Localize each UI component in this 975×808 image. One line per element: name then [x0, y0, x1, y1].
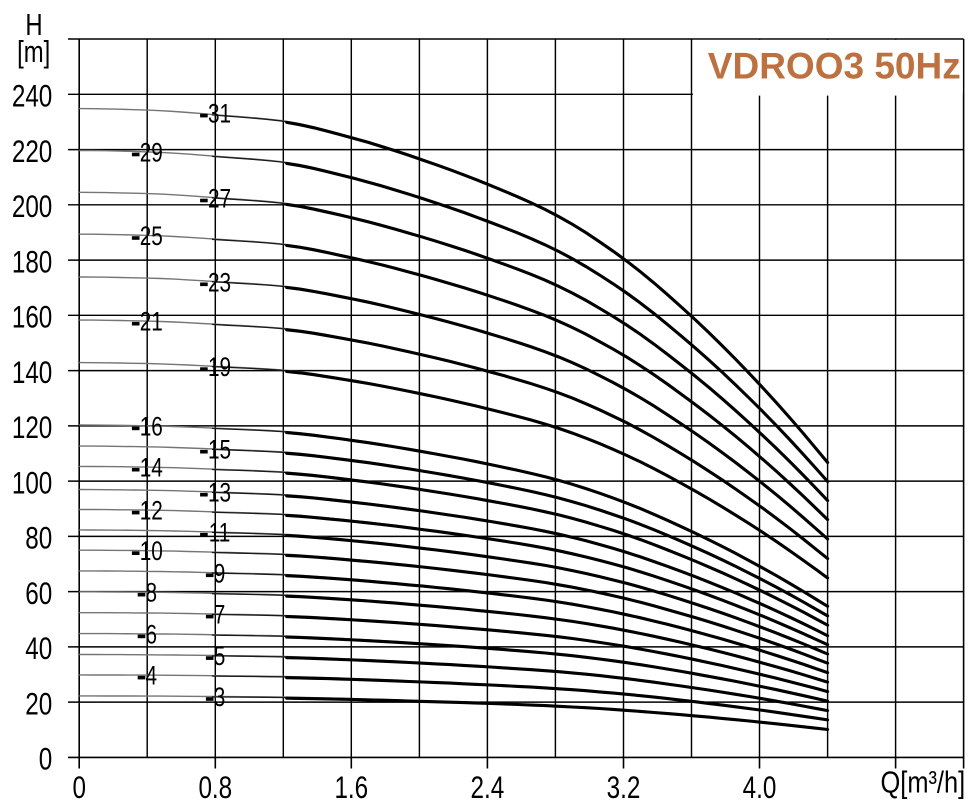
svg-text:31: 31 [208, 99, 231, 129]
svg-text:5: 5 [214, 642, 226, 672]
svg-text:8: 8 [146, 578, 158, 608]
svg-text:4: 4 [146, 661, 158, 691]
svg-text:27: 27 [208, 184, 231, 214]
svg-text:3: 3 [214, 682, 226, 712]
svg-text:1.6: 1.6 [334, 770, 368, 805]
svg-text:14: 14 [140, 453, 163, 483]
svg-text:100: 100 [12, 465, 52, 500]
svg-text:21: 21 [140, 307, 163, 337]
svg-text:0.8: 0.8 [198, 770, 232, 805]
svg-text:3.2: 3.2 [607, 770, 641, 805]
svg-text:180: 180 [12, 244, 52, 279]
svg-text:15: 15 [208, 435, 231, 465]
svg-text:200: 200 [12, 189, 52, 224]
svg-text:10: 10 [140, 537, 163, 567]
svg-text:120: 120 [12, 410, 52, 445]
svg-text:0: 0 [72, 770, 85, 805]
svg-text:6: 6 [146, 620, 158, 650]
svg-text:140: 140 [12, 355, 52, 390]
svg-text:11: 11 [209, 518, 231, 548]
svg-text:160: 160 [12, 300, 52, 335]
svg-text:Q[m³/h]: Q[m³/h] [881, 765, 966, 800]
svg-text:9: 9 [214, 559, 226, 589]
svg-text:H: H [25, 7, 42, 42]
svg-text:20: 20 [25, 686, 52, 721]
svg-text:7: 7 [214, 600, 226, 630]
svg-text:220: 220 [12, 134, 52, 169]
svg-text:16: 16 [140, 412, 163, 442]
svg-text:60: 60 [25, 576, 52, 611]
svg-text:240: 240 [12, 79, 52, 114]
svg-text:40: 40 [25, 631, 52, 666]
svg-text:[m]: [m] [17, 34, 50, 69]
svg-text:0: 0 [39, 742, 52, 777]
svg-text:2.4: 2.4 [471, 770, 505, 805]
svg-text:13: 13 [208, 478, 231, 508]
svg-text:4.0: 4.0 [743, 770, 777, 805]
svg-text:12: 12 [140, 496, 163, 526]
svg-text:29: 29 [140, 138, 163, 168]
svg-text:23: 23 [208, 268, 231, 298]
svg-text:VDROO3 50Hz: VDROO3 50Hz [708, 46, 961, 87]
svg-text:80: 80 [25, 521, 52, 556]
svg-text:25: 25 [140, 221, 163, 251]
svg-text:19: 19 [208, 353, 231, 383]
